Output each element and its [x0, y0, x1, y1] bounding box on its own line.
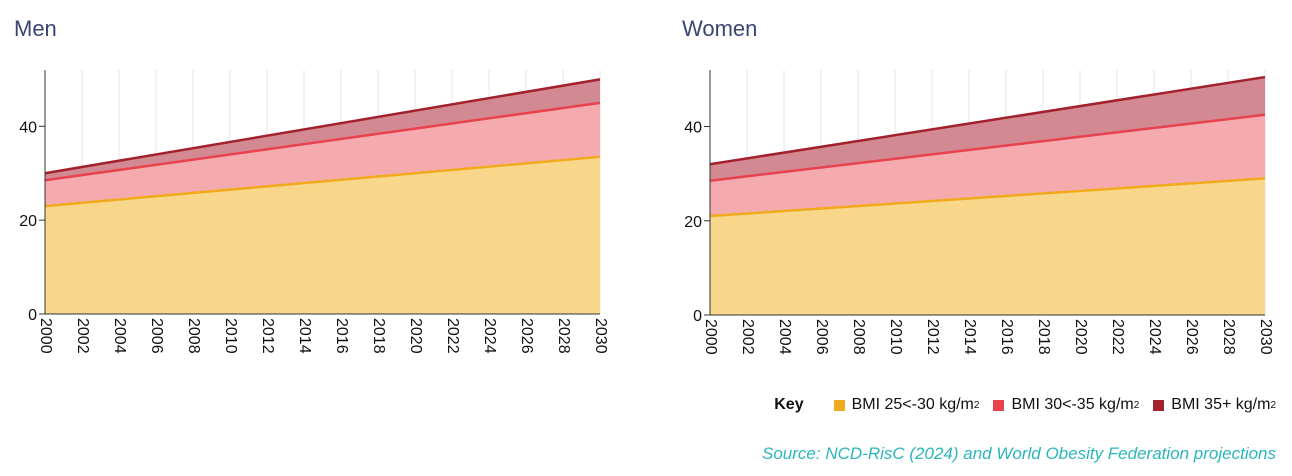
women-x-tick-label: 2028	[1220, 319, 1237, 355]
women-x-tick-label: 2004	[776, 319, 793, 355]
legend-title: Key	[774, 396, 804, 413]
men-x-tick-label: 2010	[222, 318, 239, 354]
men-line-severe-obesity	[44, 78, 601, 175]
women-line-obesity	[709, 113, 1266, 182]
legend-item-obesity: BMI 30<-35 kg/m 2	[993, 396, 1139, 414]
men-x-tick-label: 2018	[370, 318, 387, 354]
women-y-tick-label: 20	[684, 214, 702, 231]
women-x-tick-label: 2030	[1257, 319, 1274, 355]
legend: Key BMI 25<-30 kg/m 2 BMI 30<-35 kg/m 2 BM…	[774, 396, 1276, 414]
women-line-severe-obesity	[709, 75, 1266, 166]
women-area-overweight	[710, 178, 1265, 315]
women-chart: Women 0 20 40 2000 2002 2004 2006 2008 2010 2012 20…	[682, 16, 1274, 355]
legend-sup-severe-obesity: 2	[1270, 399, 1276, 411]
source-note: Source: NCD-RisC (2024) and World Obesit…	[762, 444, 1276, 463]
men-line-overweight	[44, 155, 601, 208]
women-x-tick-label: 2018	[1035, 319, 1052, 355]
women-x-tick-label: 2014	[961, 319, 978, 355]
men-x-tick-label: 2030	[592, 318, 609, 354]
women-y-tick-label: 0	[693, 308, 702, 325]
women-x-tick-label: 2012	[924, 319, 941, 355]
women-x-tick-label: 2002	[739, 319, 756, 355]
men-x-tick-label: 2014	[296, 318, 313, 354]
men-line-obesity	[44, 101, 601, 182]
men-x-tick-label: 2020	[407, 318, 424, 354]
men-x-tick-label: 2008	[185, 318, 202, 354]
legend-item-severe-obesity: BMI 35+ kg/m 2	[1153, 396, 1276, 414]
legend-sup-obesity: 2	[1133, 399, 1140, 411]
men-x-tick-label: 2006	[148, 318, 165, 354]
men-x-tick-label: 2028	[555, 318, 572, 354]
men-x-tick-label: 2012	[259, 318, 276, 354]
women-x-tick-label: 2000	[702, 319, 719, 355]
legend-label-severe-obesity: BMI 35+ kg/m	[1171, 396, 1271, 413]
legend-swatch-obesity	[993, 399, 1005, 411]
men-area-obesity	[45, 102, 600, 207]
legend-item-overweight: BMI 25<-30 kg/m 2	[833, 396, 980, 414]
women-y-tick-label: 40	[684, 120, 702, 137]
legend-swatch-severe-obesity	[1153, 399, 1165, 411]
women-line-overweight	[709, 177, 1266, 218]
women-x-tick-label: 2026	[1183, 319, 1200, 355]
men-area-overweight	[45, 156, 600, 314]
men-x-tick-label: 2004	[111, 318, 128, 354]
women-x-tick-label: 2022	[1109, 319, 1126, 355]
men-chart: Men 0 20 40 2000 2002 2004 2006 2008 2010 2012 2014…	[14, 16, 609, 354]
women-area-severe-obesity	[710, 77, 1265, 181]
men-x-tick-label: 2022	[444, 318, 461, 354]
men-y-tick-label: 0	[28, 307, 37, 324]
men-x-tick-label: 2000	[37, 318, 54, 354]
women-panel-title: Women	[682, 16, 757, 41]
women-x-tick-label: 2010	[887, 319, 904, 355]
women-x-tick-label: 2020	[1072, 319, 1089, 355]
legend-label-overweight: BMI 25<-30 kg/m	[851, 396, 974, 413]
men-x-tick-label: 2002	[74, 318, 91, 354]
legend-label-obesity: BMI 30<-35 kg/m	[1011, 396, 1134, 413]
women-x-tick-label: 2016	[998, 319, 1015, 355]
men-panel-title: Men	[14, 16, 57, 41]
men-area-severe-obesity	[45, 79, 600, 181]
women-x-tick-label: 2008	[850, 319, 867, 355]
men-y-tick-label: 40	[19, 119, 37, 136]
legend-swatch-overweight	[833, 399, 845, 411]
women-x-tick-label: 2024	[1146, 319, 1163, 355]
legend-sup-overweight: 2	[973, 399, 980, 411]
men-y-tick-label: 20	[19, 213, 37, 230]
men-x-tick-label: 2016	[333, 318, 350, 354]
men-x-tick-label: 2026	[518, 318, 535, 354]
men-x-tick-label: 2024	[481, 318, 498, 354]
women-area-obesity	[710, 114, 1265, 217]
women-x-tick-label: 2006	[813, 319, 830, 355]
